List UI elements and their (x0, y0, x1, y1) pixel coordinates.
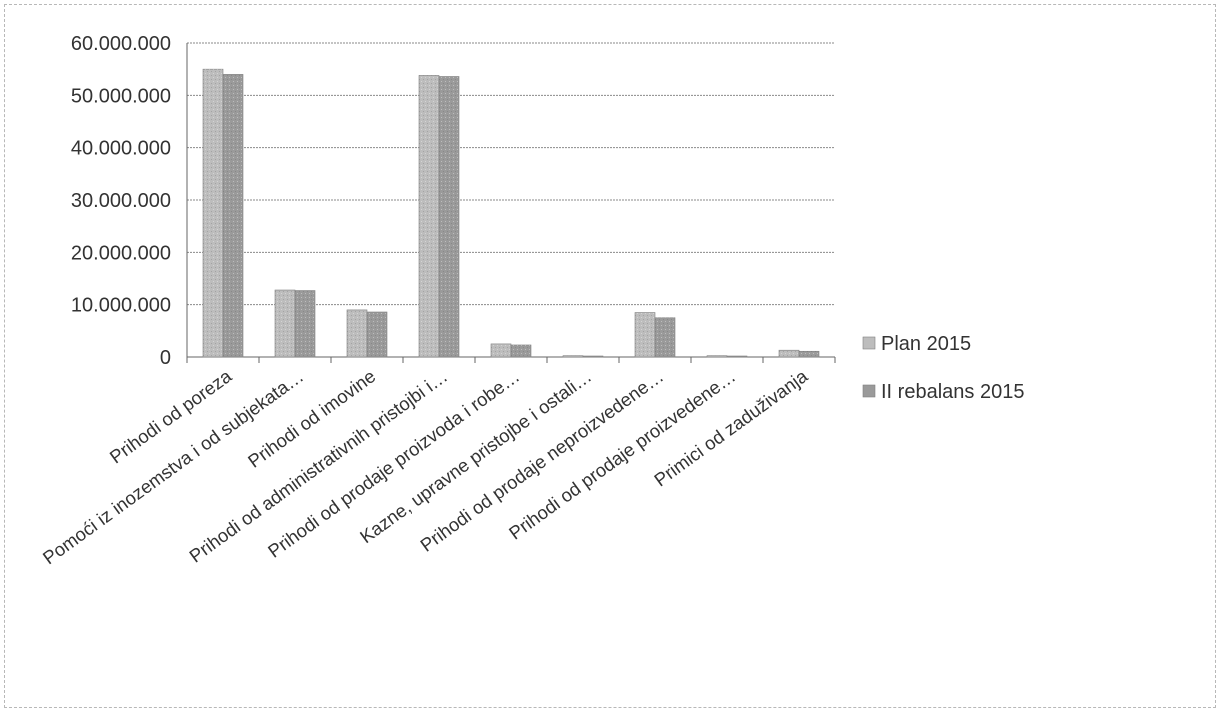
legend-item: II rebalans 2015 (862, 381, 1024, 403)
legend-swatch (862, 336, 876, 350)
bar-texture (563, 355, 583, 357)
y-tick-label: 0 (160, 347, 171, 369)
bar-texture (223, 74, 243, 358)
y-tick-label: 20.000.000 (71, 242, 171, 264)
gridlines (187, 42, 835, 306)
legend-label: II rebalans 2015 (881, 381, 1024, 403)
bar-texture (799, 351, 819, 357)
bar-texture (655, 317, 675, 357)
y-tick-label: 50.000.000 (71, 85, 171, 107)
x-category-label: Prihodi od imovine (244, 365, 379, 471)
bar-texture (347, 309, 367, 357)
bar-texture (635, 312, 655, 357)
x-category-label: Prihodi od poreza (106, 365, 236, 468)
bar-texture (419, 75, 439, 358)
bar-chart: 0 10.000.000 20.000.000 30.000.000 40.000.00… (39, 33, 1025, 569)
bar-texture (491, 343, 511, 357)
x-category-label: Prihodi od administrativnih pristojbi i… (185, 365, 451, 566)
bars (202, 68, 820, 358)
bar-texture (511, 344, 531, 357)
legend-item: Plan 2015 (862, 333, 971, 355)
bar-texture (295, 290, 315, 357)
y-tick-label: 40.000.000 (71, 138, 171, 160)
legend-swatch (862, 384, 876, 398)
legend-label: Plan 2015 (881, 333, 971, 355)
y-tick-label: 10.000.000 (71, 295, 171, 317)
y-tick-labels: 0 10.000.000 20.000.000 30.000.000 40.000.00… (71, 33, 171, 369)
legend: Plan 2015 II rebalans 2015 (862, 333, 1024, 403)
bar-texture (583, 356, 603, 357)
bar-texture (367, 311, 387, 357)
bar-texture (275, 290, 295, 357)
bar-texture (779, 350, 799, 357)
bar-texture (439, 76, 459, 357)
bar-texture (203, 69, 223, 358)
x-category-label: Pomoći iz inozemstva i od subjekata… (39, 365, 308, 568)
y-tick-label: 60.000.000 (71, 33, 171, 55)
bar-texture (707, 355, 727, 357)
bar-texture (727, 356, 747, 357)
y-tick-label: 30.000.000 (71, 190, 171, 212)
chart-frame: 0 10.000.000 20.000.000 30.000.000 40.000.00… (4, 4, 1216, 708)
